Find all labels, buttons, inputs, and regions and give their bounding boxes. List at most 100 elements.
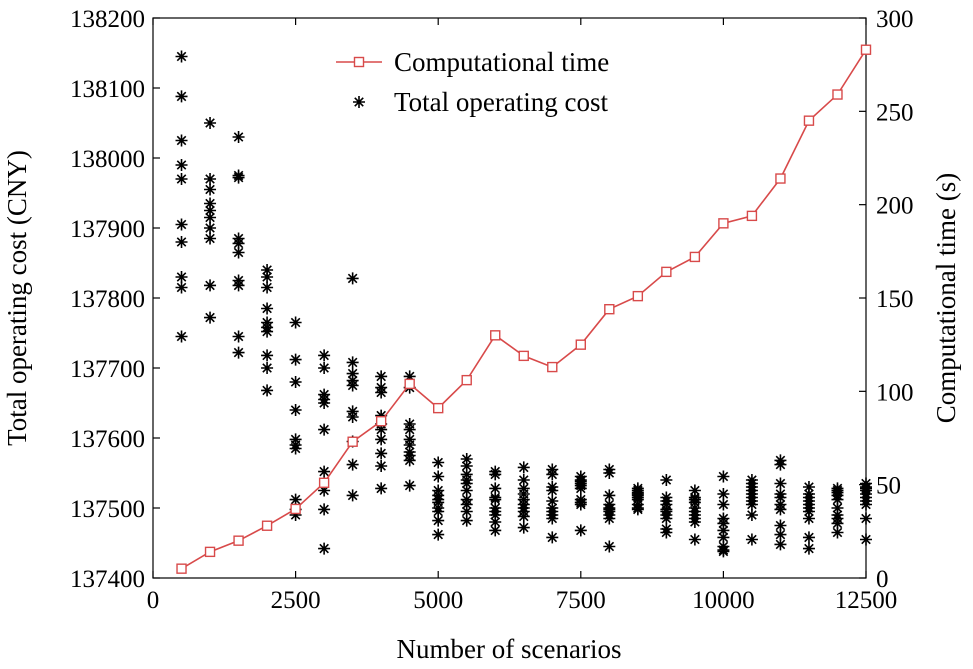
- cost-point: [517, 510, 530, 523]
- cost-point: [802, 491, 815, 504]
- cost-point: [318, 465, 331, 478]
- cost-point-glyph: [318, 397, 331, 409]
- cost-point: [717, 498, 730, 511]
- cost-point-glyph: [860, 512, 872, 525]
- cost-point: [745, 509, 758, 521]
- cost-point-glyph: [517, 474, 530, 486]
- cost-point-glyph: [717, 488, 730, 500]
- cost-point: [574, 524, 587, 537]
- cost-point-glyph: [232, 237, 245, 250]
- legend-square-marker: [353, 56, 365, 68]
- cost-point-glyph: [432, 470, 445, 483]
- cost-point-glyph: [261, 271, 274, 283]
- cost-point-glyph: [432, 505, 445, 518]
- cost-point-glyph: [261, 362, 274, 374]
- cost-point: [289, 493, 302, 506]
- cost-point: [175, 330, 188, 343]
- cost-point-glyph: [860, 498, 872, 511]
- cost-point: [546, 468, 559, 481]
- cost-point-glyph: [175, 218, 188, 231]
- cost-point: [860, 512, 872, 525]
- cost-point: [603, 540, 616, 553]
- x-tick-label: 2500: [271, 587, 321, 614]
- cost-point-glyph: [318, 503, 331, 516]
- y-left-tick-label: 138100: [70, 76, 145, 103]
- cost-point: [318, 397, 331, 409]
- cost-point: [346, 356, 359, 369]
- cost-point: [346, 458, 359, 471]
- cost-point: [375, 409, 388, 422]
- cost-point-glyph: [375, 409, 388, 422]
- time-point: [176, 563, 187, 574]
- cost-point: [232, 346, 245, 359]
- y-right-tick-label: 300: [876, 6, 914, 33]
- cost-point-glyph: [831, 526, 844, 539]
- cost-point: [546, 531, 559, 544]
- cost-point: [831, 526, 844, 539]
- cost-point: [432, 470, 445, 483]
- cost-point: [603, 489, 616, 502]
- cost-point-glyph: [489, 491, 502, 504]
- time-point: [347, 436, 358, 447]
- cost-point: [631, 503, 644, 516]
- cost-point: [489, 524, 502, 537]
- cost-point: [802, 542, 815, 555]
- cost-point: [717, 545, 730, 558]
- cost-point-glyph: [546, 512, 559, 525]
- cost-point: [660, 526, 673, 539]
- cost-point-glyph: [261, 264, 274, 276]
- cost-point-glyph: [603, 467, 616, 479]
- axes: 0 2500 5000 7500 10000 1250013740013750013760…: [70, 6, 914, 614]
- cost-point-glyph: [802, 542, 815, 555]
- cost-point: [403, 423, 416, 436]
- cost-point: [289, 442, 302, 455]
- cost-point: [831, 517, 844, 530]
- cost-point-glyph: [745, 491, 758, 504]
- cost-point-glyph: [403, 454, 416, 467]
- cost-point: [574, 496, 587, 509]
- cost-point: [631, 488, 644, 500]
- y-right-tick-label: 0: [876, 566, 889, 593]
- cost-point-glyph: [774, 477, 787, 490]
- cost-point: [546, 484, 559, 497]
- time-point: [575, 339, 586, 350]
- time-point: [318, 477, 330, 488]
- cost-point-glyph: [717, 545, 730, 558]
- cost-point: [432, 505, 445, 518]
- y-right-tick-label: 250: [876, 99, 914, 126]
- legend: Computational time Total operating cost: [336, 47, 609, 117]
- y-left-tick-label: 138000: [70, 146, 145, 173]
- cost-point-glyph: [802, 531, 815, 544]
- cost-point: [261, 302, 274, 315]
- cost-point: [204, 197, 217, 210]
- cost-point-glyph: [175, 90, 188, 103]
- cost-point: [546, 512, 559, 525]
- cost-point: [860, 533, 872, 546]
- cost-point: [745, 498, 758, 511]
- cost-point-glyph: [460, 453, 473, 465]
- cost-point: [289, 376, 302, 388]
- cost-point-glyph: [289, 376, 302, 388]
- cost-point-glyph: [489, 482, 502, 495]
- cost-point-glyph: [745, 533, 758, 546]
- cost-point-glyph: [802, 491, 815, 504]
- cost-point-glyph: [432, 514, 445, 527]
- cost-point-glyph: [175, 134, 188, 147]
- legend-asterisk-marker: [353, 96, 365, 108]
- cost-point-glyph: [232, 246, 245, 259]
- cost-point-glyph: [204, 211, 217, 224]
- cost-point: [432, 489, 445, 502]
- cost-point: [204, 204, 217, 217]
- cost-point-glyph: [204, 173, 217, 185]
- cost-point: [489, 482, 502, 495]
- y-right-tick-label: 50: [876, 473, 901, 500]
- cost-point: [460, 460, 473, 472]
- time-point: [233, 535, 244, 546]
- cost-point-glyph: [375, 482, 388, 495]
- cost-point-glyph: [517, 493, 530, 506]
- cost-point: [318, 503, 331, 516]
- cost-point-glyph: [745, 498, 758, 511]
- x-tick-label: 12500: [835, 587, 898, 614]
- cost-point-glyph: [318, 542, 331, 555]
